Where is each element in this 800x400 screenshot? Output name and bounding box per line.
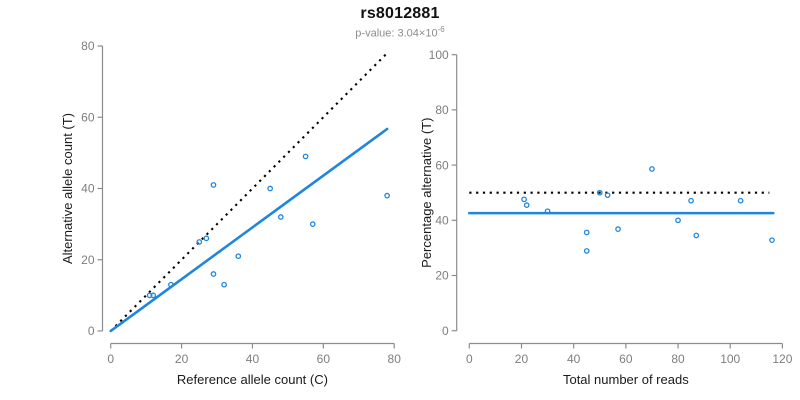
y-tick-label: 80: [435, 103, 449, 117]
p-value-exponent: -6: [437, 25, 445, 34]
y-tick-label: 60: [435, 158, 449, 172]
data-point: [693, 232, 700, 239]
data-point: [146, 292, 153, 299]
data-point: [203, 235, 210, 242]
x-tick-label: 60: [619, 352, 633, 366]
data-point: [615, 226, 621, 232]
data-point: [196, 239, 203, 245]
data-point: [523, 202, 530, 208]
reads-vs-percentage-panel: 0 20 40 60 80 100 120 0 20 40 60 80 100 Total number …: [419, 48, 793, 387]
data-point: [150, 292, 157, 299]
data-point: [583, 248, 590, 254]
data-point: [221, 281, 227, 288]
p-value-text: p-value: 3.04×10: [355, 27, 438, 40]
y-tick-label: 60: [81, 110, 95, 124]
data-point: [210, 182, 217, 188]
x-tick-label: 120: [772, 352, 792, 366]
y-axis-title: Percentage alternative (T): [419, 118, 434, 268]
data-point: [688, 197, 694, 204]
data-point: [384, 192, 390, 199]
data-point: [210, 271, 217, 277]
y-axis-title: Alternative allele count (T): [60, 113, 75, 264]
data-point: [583, 229, 590, 236]
identity-line: [109, 52, 388, 332]
x-tick-label: 40: [567, 352, 581, 366]
x-tick-label: 100: [720, 352, 740, 366]
data-point: [309, 221, 316, 227]
data-point: [604, 192, 611, 199]
y-tick-label: 40: [81, 182, 95, 196]
data-point: [596, 189, 603, 196]
x-axis-title: Total number of reads: [563, 372, 689, 387]
x-tick-label: 0: [466, 352, 473, 366]
x-tick-label: 20: [175, 352, 189, 366]
ref-vs-alt-counts-panel: 0 20 40 60 80 0 20 40 60 80 Reference allele count…: [60, 39, 401, 387]
x-tick-label: 0: [107, 352, 114, 366]
x-tick-label: 80: [671, 352, 685, 366]
y-tick-label: 0: [442, 324, 449, 338]
fit-line: [109, 127, 389, 333]
data-point: [277, 214, 284, 220]
data-point: [544, 208, 551, 215]
y-tick-label: 20: [435, 269, 449, 283]
p-value-subtitle: p-value: 3.04×10-6: [0, 25, 800, 40]
y-tick-label: 100: [429, 48, 449, 62]
x-tick-label: 60: [317, 352, 331, 366]
data-point: [521, 196, 527, 203]
data-point: [302, 153, 309, 160]
data-point: [235, 253, 242, 260]
x-tick-label: 40: [246, 352, 260, 366]
y-tick-label: 20: [81, 253, 95, 267]
x-tick-label: 80: [388, 352, 402, 366]
data-point: [168, 281, 174, 288]
data-point: [737, 197, 744, 204]
data-point: [769, 237, 775, 244]
x-tick-label: 20: [515, 352, 529, 366]
y-tick-label: 0: [88, 324, 95, 338]
x-axis-title: Reference allele count (C): [177, 372, 328, 387]
y-tick-label: 40: [435, 214, 449, 228]
page-title: rs8012881: [360, 5, 440, 22]
data-point: [267, 185, 274, 192]
data-point: [675, 217, 681, 224]
y-tick-label: 80: [81, 39, 95, 53]
data-point: [649, 166, 655, 172]
